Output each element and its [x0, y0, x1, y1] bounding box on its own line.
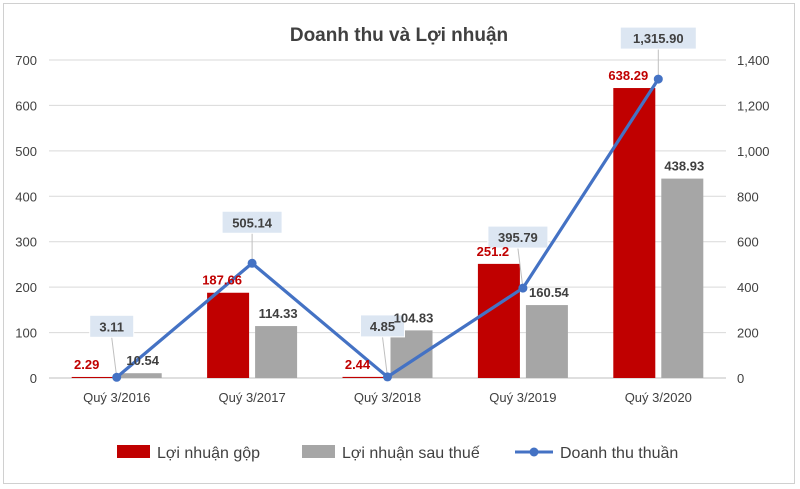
bars: [71, 88, 704, 379]
callout-box: [89, 314, 135, 338]
legend-label: Lợi nhuận gộp: [157, 445, 260, 462]
right-axis-tick: 400: [737, 280, 759, 295]
left-axis-tick: 0: [30, 371, 37, 386]
bar-value-label: 2.44: [345, 357, 371, 372]
left-axis-tick: 300: [15, 235, 37, 250]
left-axis-tick: 200: [15, 280, 37, 295]
revenue-point: [383, 372, 392, 382]
revenue-point: [247, 258, 257, 268]
left-axis-tick: 400: [15, 189, 37, 204]
right-axis: 0 200 400 600 800 1,000 1,200 1,400: [737, 53, 770, 386]
right-axis-tick: 600: [737, 235, 759, 250]
revenue-point: [112, 372, 122, 382]
legend-label: Lợi nhuận sau thuế: [342, 445, 480, 462]
bar-lợi-nhuận-gộp: [477, 263, 520, 378]
bar-value-label: 187.66: [202, 273, 242, 288]
revenue-value-label: 4.85: [370, 319, 395, 334]
left-axis-tick: 100: [15, 326, 37, 341]
left-axis-tick: 700: [15, 53, 37, 68]
callout-box: [619, 26, 697, 50]
bar-value-label: 104.83: [394, 310, 434, 325]
x-axis: Quý 3/2016 Quý 3/2017 Quý 3/2018 Quý 3/2019…: [83, 390, 692, 405]
callout-box: [487, 225, 549, 249]
revenue-value-label: 505.14: [232, 215, 273, 230]
bar-lợi-nhuận-sau-thuế: [525, 305, 568, 378]
bar-lợi-nhuận-sau-thuế: [119, 373, 162, 378]
callout-leader: [517, 248, 524, 289]
revenue-point: [653, 74, 663, 84]
right-axis-tick: 1,000: [737, 144, 770, 159]
chart-frame: Doanh thu và Lợi nhuận 0 100 200 300 400 500 6…: [3, 3, 795, 484]
revenue-value-label: 1,315.90: [633, 31, 684, 46]
bar-value-label: 638.29: [608, 68, 648, 83]
chart-title: Doanh thu và Lợi nhuận: [290, 25, 508, 46]
bar-labels: 2.29 187.66 2.44 251.2 638.29 10.54 114.33 104.…: [74, 68, 704, 372]
bar-lợi-nhuận-sau-thuế: [661, 178, 704, 378]
revenue-point: [518, 283, 528, 293]
right-axis-tick: 200: [737, 326, 759, 341]
callout-leader: [382, 336, 388, 377]
bar-lợi-nhuận-gộp: [207, 292, 250, 378]
bar-value-label: 10.54: [126, 353, 159, 368]
bar-lợi-nhuận-gộp: [613, 88, 656, 379]
legend-swatch: [117, 445, 150, 458]
callout-leader: [111, 337, 118, 378]
revenue-value-label: 395.79: [498, 230, 538, 245]
left-axis-tick: 500: [15, 144, 37, 159]
bar-value-label: 114.33: [259, 306, 298, 321]
category-label: Quý 3/2018: [354, 390, 421, 405]
right-axis-tick: 800: [737, 189, 759, 204]
bar-lợi-nhuận-gộp: [342, 376, 385, 378]
revenue-profit-chart: Doanh thu và Lợi nhuận 0 100 200 300 400 500 6…: [15, 25, 770, 462]
gridlines: [49, 59, 726, 379]
legend-swatch: [302, 445, 335, 458]
bar-lợi-nhuận-gộp: [71, 376, 114, 378]
bar-lợi-nhuận-sau-thuế: [255, 326, 298, 378]
bar-value-label: 2.29: [74, 357, 99, 372]
category-label: Quý 3/2017: [218, 390, 285, 405]
bar-value-label: 251.2: [477, 244, 510, 259]
legend: Lợi nhuận gộp Lợi nhuận sau thuế Doanh thu…: [117, 445, 678, 462]
revenue-value-label: 3.11: [99, 319, 124, 334]
category-label: Quý 3/2019: [489, 390, 556, 405]
callout-box: [360, 314, 405, 338]
left-axis-tick: 600: [15, 98, 37, 113]
bar-value-label: 438.93: [664, 159, 704, 174]
right-axis-tick: 1,200: [737, 98, 770, 113]
left-axis: 0 100 200 300 400 500 600 700: [15, 53, 37, 386]
category-label: Quý 3/2020: [625, 390, 692, 405]
right-axis-tick: 0: [737, 371, 744, 386]
category-label: Quý 3/2016: [83, 390, 150, 405]
line-callouts: 3.11 505.14 4.85 395.79 1,315.90: [89, 26, 697, 378]
callout-box: [221, 210, 283, 234]
revenue-line: [112, 74, 663, 382]
legend-label: Doanh thu thuần: [560, 445, 678, 462]
legend-marker: [529, 447, 539, 457]
bar-value-label: 160.54: [529, 285, 570, 300]
right-axis-tick: 1,400: [737, 53, 770, 68]
